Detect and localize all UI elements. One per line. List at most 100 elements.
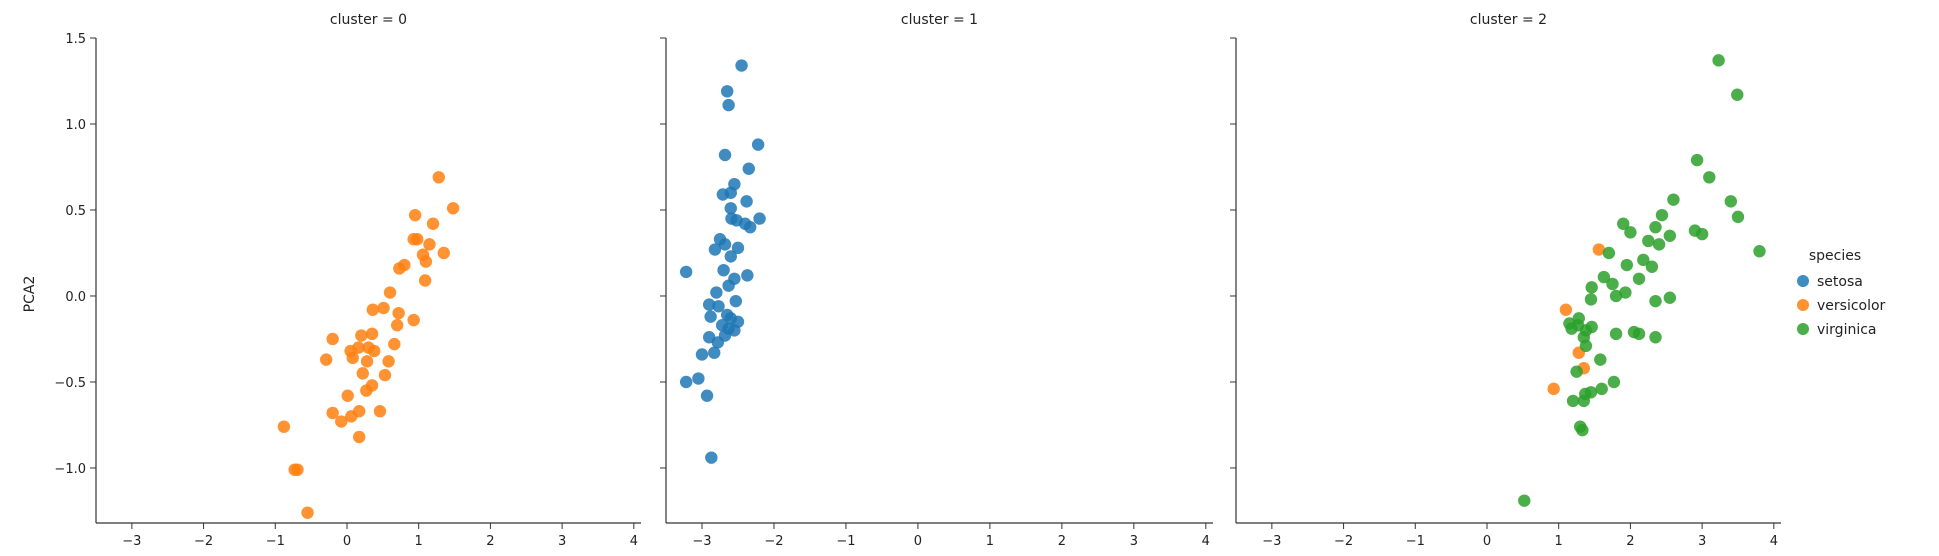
data-point xyxy=(356,367,369,380)
data-point xyxy=(708,243,722,256)
x-tick-label: 1 xyxy=(415,534,423,549)
data-point xyxy=(1607,375,1621,389)
y-tick-label: 0.0 xyxy=(65,290,86,305)
data-point xyxy=(408,208,422,222)
panel-2: cluster = 2 −3 −2 −1 0 1 2 3 4 xyxy=(1230,12,1781,549)
data-point xyxy=(432,171,445,184)
data-point xyxy=(728,324,741,337)
data-point xyxy=(718,238,732,251)
data-point xyxy=(319,353,333,366)
x-tick-label: 0 xyxy=(1483,534,1491,549)
data-point xyxy=(718,148,732,162)
y-tick-label: −1.0 xyxy=(54,462,86,477)
data-point xyxy=(1595,382,1608,396)
data-point xyxy=(718,329,732,342)
data-point xyxy=(751,138,765,151)
data-point xyxy=(724,202,737,215)
data-point xyxy=(277,420,291,433)
chart-panels: cluster = 0 −3 −2 −1 0 1 2 3 4 −1.0 −0.5 0.0 0.5 1.0 1… xyxy=(54,12,1781,549)
y-tick-label: 1.5 xyxy=(65,32,86,47)
data-point xyxy=(377,301,390,315)
y-tick-label: 1.0 xyxy=(65,118,86,133)
data-point xyxy=(1703,171,1716,184)
series-setosa xyxy=(679,59,766,464)
data-point xyxy=(1642,234,1655,248)
data-point xyxy=(368,344,381,358)
data-point xyxy=(729,294,743,308)
data-point xyxy=(1565,322,1578,335)
data-point xyxy=(710,286,723,299)
data-point xyxy=(705,451,718,464)
data-point xyxy=(335,415,348,428)
data-point xyxy=(1637,253,1650,267)
data-point xyxy=(1559,303,1573,316)
data-point xyxy=(1619,286,1632,299)
x-tick-label: 4 xyxy=(1770,534,1778,549)
data-point xyxy=(717,263,730,277)
data-point xyxy=(1753,245,1766,258)
x-tick-label: 0 xyxy=(914,534,922,549)
x-tick-label: −3 xyxy=(122,534,141,549)
x-tick-label: 3 xyxy=(1698,534,1706,549)
data-point xyxy=(1649,294,1662,308)
data-point xyxy=(1712,54,1725,67)
data-point xyxy=(437,246,450,260)
y-tick-label: 0.5 xyxy=(65,204,86,219)
data-point xyxy=(740,195,753,208)
series-virginica xyxy=(1518,54,1766,507)
data-point xyxy=(1609,289,1623,303)
data-point xyxy=(1609,327,1623,341)
legend-entries: setosa versicolor virginica xyxy=(1797,274,1886,338)
data-point xyxy=(426,217,440,230)
data-point xyxy=(1645,260,1659,273)
data-point xyxy=(679,265,693,279)
data-point xyxy=(418,274,432,287)
data-point xyxy=(382,355,395,368)
data-point xyxy=(1667,193,1680,206)
data-point xyxy=(1632,272,1646,285)
data-point xyxy=(704,310,717,323)
panel-title: cluster = 1 xyxy=(901,12,978,28)
data-point xyxy=(352,405,366,418)
data-point xyxy=(360,384,373,397)
data-point xyxy=(1624,226,1637,239)
data-point xyxy=(1663,291,1677,304)
data-point xyxy=(383,286,397,299)
legend-title: species xyxy=(1809,248,1861,264)
data-point xyxy=(720,85,734,98)
y-tick-label: −0.5 xyxy=(54,376,86,391)
data-point xyxy=(393,262,406,275)
data-point xyxy=(722,98,735,112)
x-tick-label: 3 xyxy=(1130,534,1138,549)
legend-entry-virginica: virginica xyxy=(1797,322,1877,338)
legend-label: virginica xyxy=(1817,322,1877,338)
x-tick-label: −2 xyxy=(764,534,783,549)
legend: species setosa versicolor virginica xyxy=(1797,248,1886,338)
data-point xyxy=(1570,365,1583,378)
data-point xyxy=(679,375,693,389)
data-point xyxy=(724,250,737,263)
data-point xyxy=(753,212,766,225)
x-tick-label: −1 xyxy=(836,534,855,549)
y-axis-label: PCA2 xyxy=(22,276,38,313)
data-point xyxy=(1649,331,1662,344)
data-point xyxy=(365,327,379,341)
data-point xyxy=(1731,210,1745,224)
x-tick-label: 4 xyxy=(1202,534,1210,549)
data-point xyxy=(1663,229,1677,242)
x-tick-label: 4 xyxy=(630,534,638,549)
series-versicolor xyxy=(277,171,460,519)
data-point xyxy=(735,59,748,72)
data-point xyxy=(1547,382,1560,396)
legend-marker xyxy=(1797,275,1809,287)
data-point xyxy=(373,405,387,418)
data-point xyxy=(744,220,757,234)
data-point xyxy=(712,300,725,313)
data-point xyxy=(692,372,705,385)
data-point xyxy=(1592,243,1606,256)
data-point xyxy=(378,368,392,382)
x-tick-label: −2 xyxy=(194,534,213,549)
data-point xyxy=(695,348,709,361)
data-point xyxy=(741,269,754,282)
x-tick-label: 2 xyxy=(1626,534,1634,549)
